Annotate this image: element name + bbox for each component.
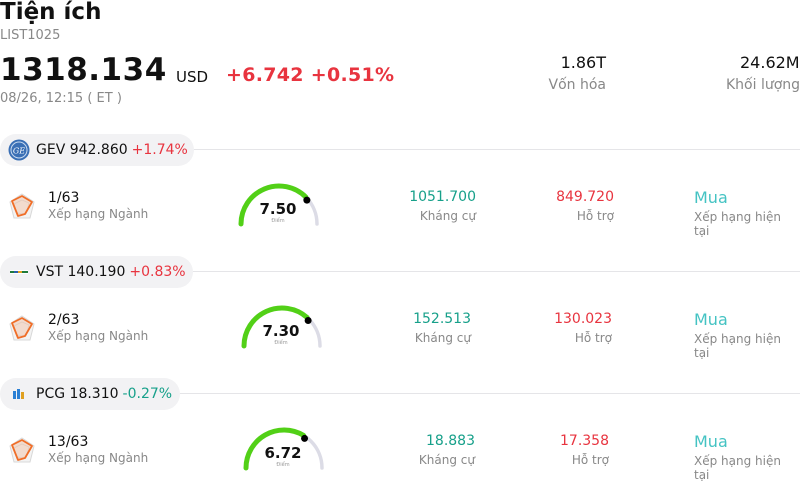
ticker: GEV (36, 142, 66, 158)
gauge-marker (304, 316, 312, 324)
industry-rank-value: 1/63 (48, 190, 80, 206)
change-percent: +0.51% (310, 64, 395, 86)
score-gauge (241, 305, 322, 349)
support-value: 849.720 (556, 189, 614, 205)
market-cap-value: 1.86T (560, 53, 606, 72)
stock-chip[interactable]: PCG 18.310 -0.27% (0, 378, 180, 410)
stock-chip[interactable]: GE GEV 942.860 +1.74% (0, 134, 194, 166)
industry-rank-value: 13/63 (48, 434, 89, 450)
score-value: 7.30 (262, 322, 300, 340)
radar-rank-icon (8, 192, 36, 222)
current-rating-value: Mua (694, 310, 728, 329)
page-title: Tiện ích (0, 0, 102, 25)
stock-row[interactable]: GE GEV 942.860 +1.74% 1/63 Xếp hạng Ngành 7.5… (0, 134, 800, 256)
list-code: LIST1025 (0, 28, 61, 43)
gauge-fill (243, 427, 307, 471)
gauge-marker (301, 434, 309, 442)
support-label: Hỗ trợ (574, 331, 612, 345)
ticker: PCG (36, 386, 66, 402)
resistance-value: 152.513 (413, 311, 471, 327)
market-cap-label: Vốn hóa (548, 77, 606, 93)
current-rating-value: Mua (694, 432, 728, 451)
row-divider (180, 393, 800, 394)
ticker: VST (36, 264, 64, 280)
gauge-marker (303, 196, 311, 204)
support-value: 130.023 (554, 311, 612, 327)
change-value: +6.742 (226, 64, 304, 86)
radar-rank-icon (8, 436, 36, 466)
pge-logo-icon (8, 383, 30, 405)
row-divider (194, 149, 800, 150)
vistra-logo-icon (8, 261, 30, 283)
stock-chip[interactable]: VST 140.190 +0.83% (0, 256, 193, 288)
current-rating-label: Xếp hạng hiện tại (694, 332, 781, 360)
index-price: 1318.134 (0, 52, 167, 88)
industry-rank-label: Xếp hạng Ngành (48, 329, 149, 343)
index-change: +6.742 +0.51% (226, 64, 394, 86)
gauge-fill (241, 305, 310, 349)
score-gauge (243, 427, 324, 471)
volume-value: 24.62M (740, 53, 800, 72)
timestamp: 08/26, 12:15 ( ET ) (0, 91, 122, 106)
stock-change-percent: +1.74% (131, 142, 188, 158)
score-value: 6.72 (264, 444, 302, 462)
support-value: 17.358 (560, 433, 609, 449)
svg-text:GE: GE (13, 147, 25, 156)
stock-row[interactable]: VST 140.190 +0.83% 2/63 Xếp hạng Ngành 7.30 Đ… (0, 256, 800, 378)
support-label: Hỗ trợ (576, 209, 614, 223)
row-divider (193, 271, 800, 272)
stock-row[interactable]: PCG 18.310 -0.27% 13/63 Xếp hạng Ngành 6.72 Đ… (0, 378, 800, 500)
resistance-label: Kháng cự (418, 453, 475, 467)
currency-label: USD (176, 68, 209, 86)
volume-label: Khối lượng (726, 77, 800, 93)
stock-change-percent: +0.83% (129, 264, 186, 280)
industry-rank-value: 2/63 (48, 312, 80, 328)
support-label: Hỗ trợ (571, 453, 609, 467)
score-label: Điểm (274, 340, 288, 346)
stock-price: 140.190 (67, 264, 126, 280)
score-value: 7.50 (259, 200, 297, 218)
resistance-label: Kháng cự (414, 331, 471, 345)
industry-rank-label: Xếp hạng Ngành (48, 207, 149, 221)
score-gauge (238, 183, 319, 227)
resistance-value: 18.883 (426, 433, 475, 449)
current-rating-label: Xếp hạng hiện tại (694, 454, 781, 482)
score-label: Điểm (276, 462, 290, 468)
stock-change-percent: -0.27% (122, 386, 173, 402)
current-rating-value: Mua (694, 188, 728, 207)
current-rating-label: Xếp hạng hiện tại (694, 210, 781, 238)
gauge-fill (238, 183, 309, 227)
ge-vernova-logo-icon: GE (8, 139, 30, 161)
score-label: Điểm (271, 218, 285, 224)
stock-price: 18.310 (69, 386, 119, 402)
stock-price: 942.860 (69, 142, 128, 158)
resistance-value: 1051.700 (409, 189, 476, 205)
industry-rank-label: Xếp hạng Ngành (48, 451, 149, 465)
resistance-label: Kháng cự (419, 209, 476, 223)
radar-rank-icon (8, 314, 36, 344)
